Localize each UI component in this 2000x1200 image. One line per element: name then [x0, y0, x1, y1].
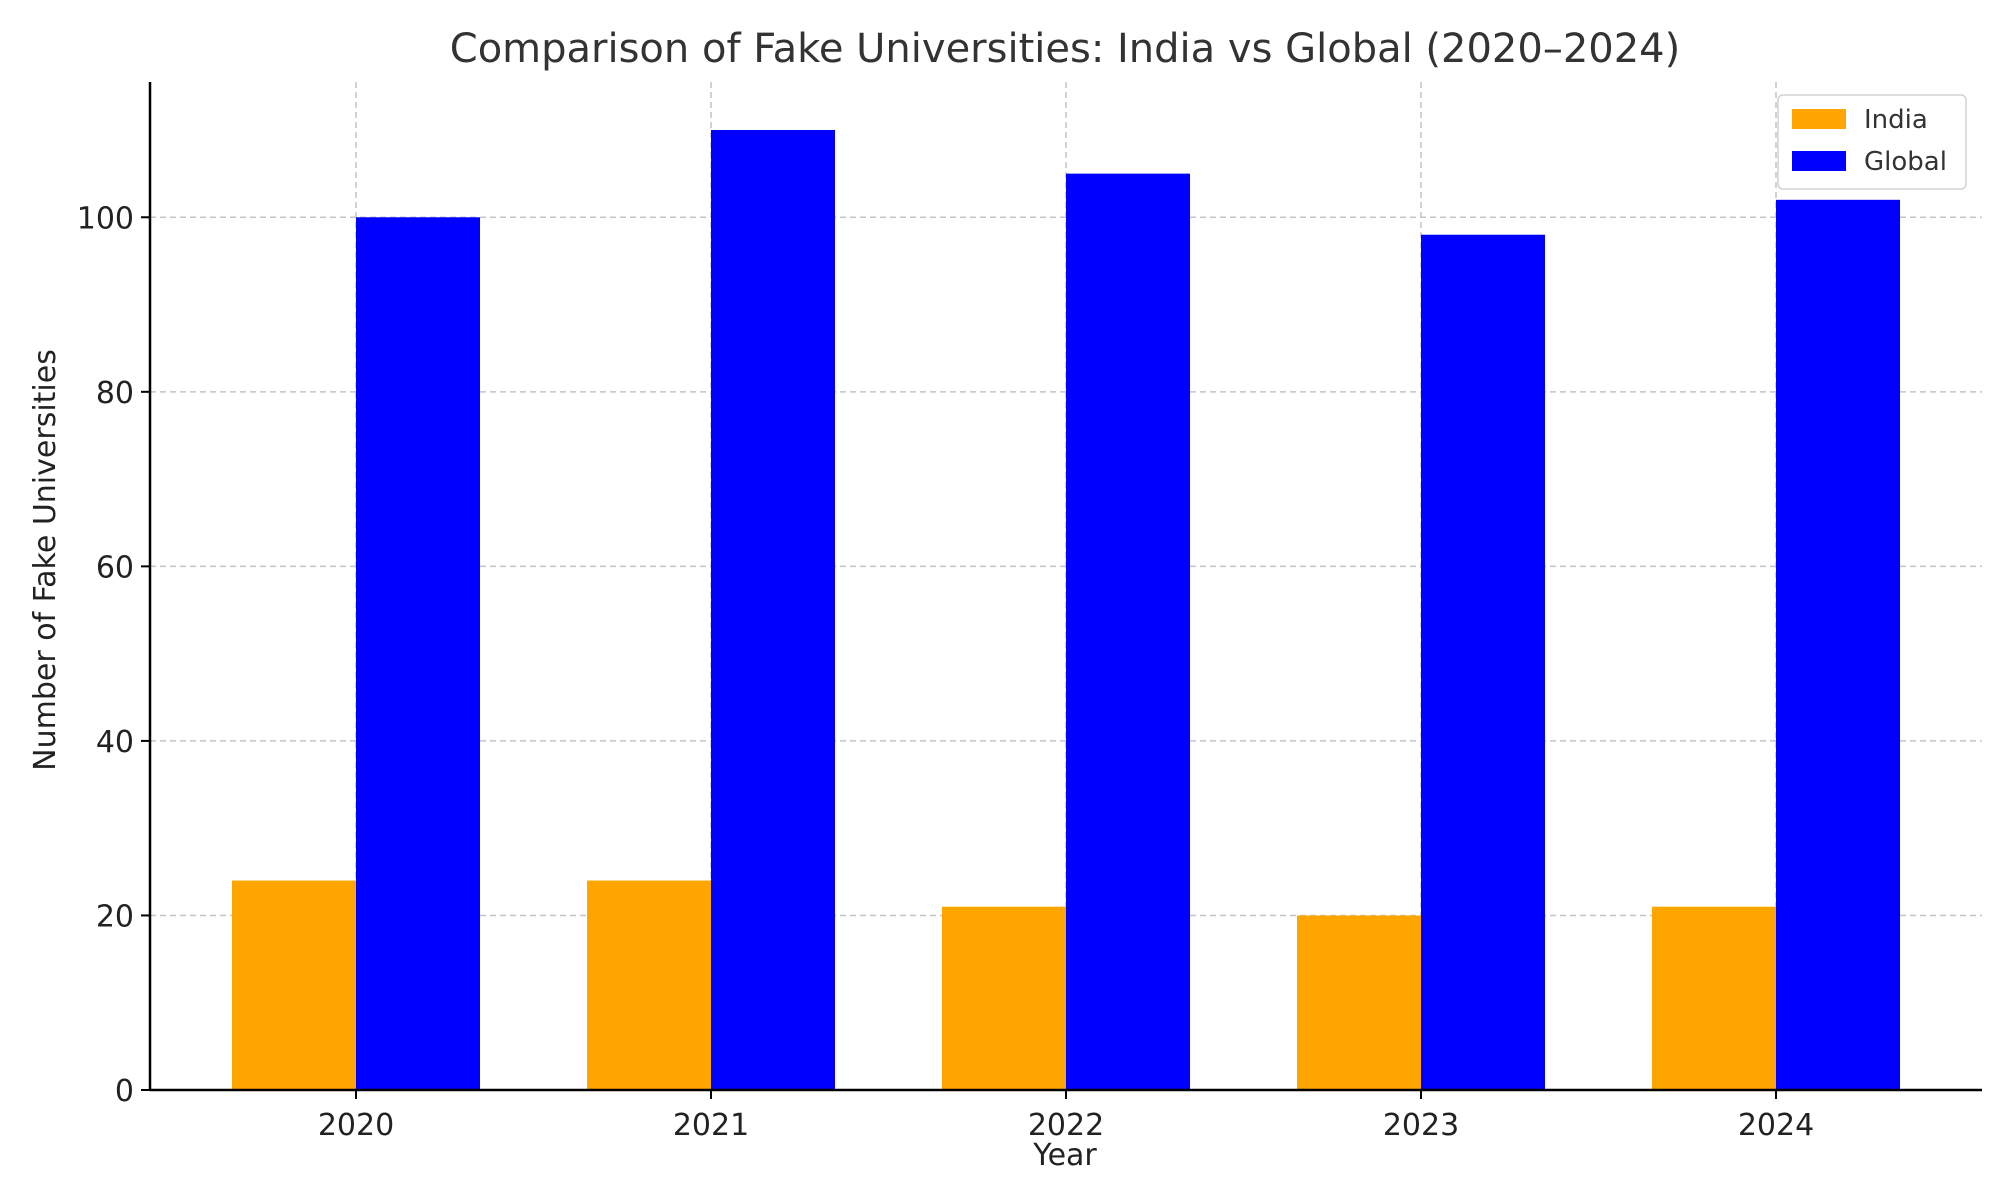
x-tick-label: 2021 [673, 1108, 749, 1143]
y-tick-label: 60 [96, 550, 134, 585]
bar-india-2021 [587, 880, 711, 1090]
chart-title: Comparison of Fake Universities: India v… [450, 26, 1680, 72]
bar-global-2021 [711, 130, 835, 1090]
bar-india-2020 [232, 880, 356, 1090]
y-tick-label: 20 [96, 899, 134, 934]
axes-layer: 0 20 40 60 80 100 2020 2021 2022 2023 2024 [77, 82, 1982, 1143]
x-tick-label: 2022 [1028, 1108, 1104, 1143]
bar-india-2024 [1652, 906, 1776, 1090]
legend-swatch-india [1792, 109, 1846, 129]
y-tick-label: 0 [115, 1074, 134, 1109]
legend-swatch-global [1792, 151, 1846, 171]
x-tick-label: 2020 [318, 1108, 394, 1143]
x-tick-label: 2023 [1383, 1108, 1459, 1143]
y-axis-label: Number of Fake Universities [28, 349, 63, 771]
bar-global-2020 [356, 217, 480, 1091]
bar-india-2023 [1297, 915, 1421, 1090]
y-tick-label: 80 [96, 376, 134, 411]
bars-layer [232, 130, 1900, 1091]
bar-india-2022 [942, 906, 1066, 1090]
legend: India Global [1777, 94, 1967, 190]
bar-global-2022 [1066, 173, 1190, 1091]
legend-label-india: India [1864, 105, 1928, 135]
y-tick-label: 100 [77, 201, 134, 236]
legend-label-global: Global [1864, 147, 1947, 177]
x-tick-label: 2024 [1738, 1108, 1814, 1143]
x-axis-label: Year [1032, 1138, 1097, 1173]
bar-global-2024 [1776, 199, 1900, 1090]
bar-global-2023 [1421, 234, 1545, 1090]
y-tick-label: 40 [96, 725, 134, 760]
